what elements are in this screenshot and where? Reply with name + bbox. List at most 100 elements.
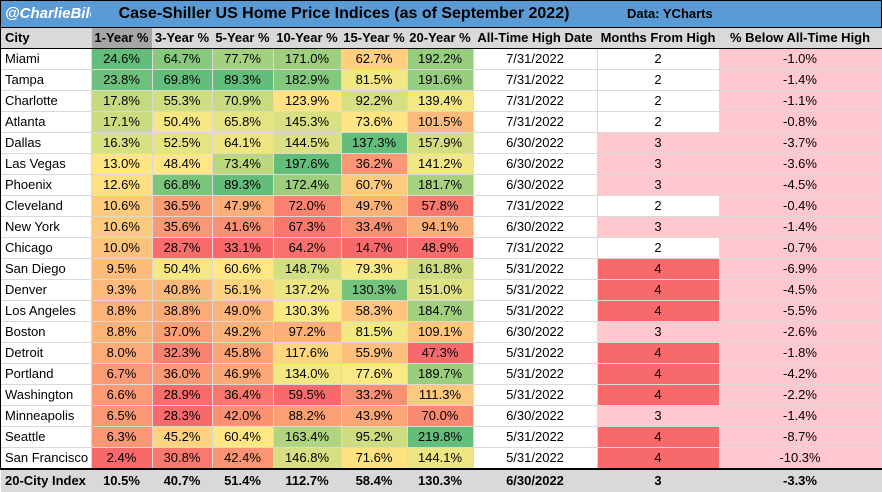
return-cell-y10: 59.5%: [273, 384, 342, 406]
table-row: Denver 9.3% 40.8% 56.1% 137.2% 130.3% 151.0% 5/…: [1, 279, 882, 301]
title-bar: @CharlieBilello Case-Shiller US Home Pri…: [1, 1, 882, 28]
return-cell-y5: 89.3%: [212, 69, 274, 91]
return-cell-y20: 184.7%: [407, 300, 474, 322]
return-cell-y1: 23.8%: [91, 69, 153, 91]
return-cell-y20: 101.5%: [407, 111, 474, 133]
below-ath-cell: -2.6%: [719, 321, 882, 343]
return-cell-y1: 10.5%: [91, 468, 153, 492]
table-row: Miami 24.6% 64.7% 77.7% 171.0% 62.7% 192.2% 7/3…: [1, 48, 882, 70]
return-cell-y1: 9.5%: [91, 258, 153, 280]
return-cell-y10: 145.3%: [273, 111, 342, 133]
column-header-y20: 20-Year %: [407, 27, 474, 49]
return-cell-y5: 42.4%: [212, 447, 274, 470]
below-ath-cell: -4.2%: [719, 363, 882, 385]
table-row: Atlanta 17.1% 50.4% 65.8% 145.3% 73.6% 101.5% 7…: [1, 111, 882, 133]
return-cell-y15: 33.4%: [341, 216, 408, 238]
return-cell-y1: 8.8%: [91, 300, 153, 322]
return-cell-y3: 28.7%: [152, 237, 213, 259]
return-cell-y1: 16.3%: [91, 132, 153, 154]
column-header-city: City: [1, 27, 92, 49]
column-header-y1: 1-Year %: [91, 27, 153, 49]
months-cell: 2: [597, 237, 720, 259]
city-cell: Tampa: [1, 69, 92, 91]
city-cell: Chicago: [1, 237, 92, 259]
return-cell-y15: 60.7%: [341, 174, 408, 196]
return-cell-y1: 17.8%: [91, 90, 153, 112]
column-header-ath: All-Time High Date: [473, 27, 598, 49]
return-cell-y15: 36.2%: [341, 153, 408, 175]
table-row: Chicago 10.0% 28.7% 33.1% 64.2% 14.7% 48.9% 7/3…: [1, 237, 882, 259]
return-cell-y5: 65.8%: [212, 111, 274, 133]
city-cell: Portland: [1, 363, 92, 385]
return-cell-y20: 181.7%: [407, 174, 474, 196]
return-cell-y1: 24.6%: [91, 48, 153, 70]
ath-date-cell: 7/31/2022: [473, 69, 598, 91]
ath-date-cell: 5/31/2022: [473, 300, 598, 322]
return-cell-y15: 58.3%: [341, 300, 408, 322]
return-cell-y5: 89.3%: [212, 174, 274, 196]
return-cell-y3: 64.7%: [152, 48, 213, 70]
return-cell-y3: 40.8%: [152, 279, 213, 301]
city-cell: Dallas: [1, 132, 92, 154]
table-row: Phoenix 12.6% 66.8% 89.3% 172.4% 60.7% 181.7% 6…: [1, 174, 882, 196]
return-cell-y5: 36.4%: [212, 384, 274, 406]
months-cell: 2: [597, 90, 720, 112]
return-cell-y1: 8.8%: [91, 321, 153, 343]
return-cell-y3: 30.8%: [152, 447, 213, 470]
months-cell: 4: [597, 279, 720, 301]
column-header-below: % Below All-Time High: [719, 27, 882, 49]
return-cell-y15: 33.2%: [341, 384, 408, 406]
return-cell-y15: 49.7%: [341, 195, 408, 217]
ath-date-cell: 7/31/2022: [473, 90, 598, 112]
below-ath-cell: -3.6%: [719, 153, 882, 175]
column-header-y5: 5-Year %: [212, 27, 274, 49]
return-cell-y5: 77.7%: [212, 48, 274, 70]
ath-date-cell: 7/31/2022: [473, 195, 598, 217]
return-cell-y3: 32.3%: [152, 342, 213, 364]
return-cell-y10: 67.3%: [273, 216, 342, 238]
return-cell-y10: 172.4%: [273, 174, 342, 196]
author-handle: @CharlieBilello: [1, 1, 91, 28]
city-cell: Denver: [1, 279, 92, 301]
ath-date-cell: 7/31/2022: [473, 111, 598, 133]
return-cell-y10: 123.9%: [273, 90, 342, 112]
return-cell-y15: 14.7%: [341, 237, 408, 259]
table-row: Minneapolis 6.5% 28.3% 42.0% 88.2% 43.9% 70.0%…: [1, 405, 882, 427]
city-cell: 20-City Index: [1, 468, 92, 492]
below-ath-cell: -3.7%: [719, 132, 882, 154]
return-cell-y10: 163.4%: [273, 426, 342, 448]
months-cell: 4: [597, 384, 720, 406]
column-header-y15: 15-Year %: [341, 27, 408, 49]
return-cell-y5: 49.0%: [212, 300, 274, 322]
months-cell: 3: [597, 216, 720, 238]
table-row: Las Vegas 13.0% 48.4% 73.4% 197.6% 36.2% 141.2…: [1, 153, 882, 175]
total-row: 20-City Index 10.5% 40.7% 51.4% 112.7% 58.4% 1…: [1, 468, 882, 492]
return-cell-y1: 10.6%: [91, 216, 153, 238]
months-cell: 2: [597, 195, 720, 217]
return-cell-y5: 49.2%: [212, 321, 274, 343]
ath-date-cell: 5/31/2022: [473, 258, 598, 280]
return-cell-y1: 6.3%: [91, 426, 153, 448]
return-cell-y20: 161.8%: [407, 258, 474, 280]
return-cell-y5: 51.4%: [212, 468, 274, 492]
return-cell-y20: 219.8%: [407, 426, 474, 448]
months-cell: 4: [597, 342, 720, 364]
table-row: Tampa 23.8% 69.8% 89.3% 182.9% 81.5% 191.6% 7/3…: [1, 69, 882, 91]
return-cell-y10: 112.7%: [273, 468, 342, 492]
below-ath-cell: -3.3%: [719, 468, 882, 492]
ath-date-cell: 6/30/2022: [473, 468, 598, 492]
city-cell: San Francisco: [1, 447, 92, 470]
ath-date-cell: 5/31/2022: [473, 447, 598, 470]
ath-date-cell: 5/31/2022: [473, 363, 598, 385]
city-cell: Miami: [1, 48, 92, 70]
months-cell: 2: [597, 111, 720, 133]
return-cell-y1: 2.4%: [91, 447, 153, 470]
return-cell-y15: 62.7%: [341, 48, 408, 70]
below-ath-cell: -8.7%: [719, 426, 882, 448]
return-cell-y15: 81.5%: [341, 69, 408, 91]
return-cell-y15: 95.2%: [341, 426, 408, 448]
ath-date-cell: 7/31/2022: [473, 237, 598, 259]
return-cell-y3: 28.3%: [152, 405, 213, 427]
months-cell: 4: [597, 300, 720, 322]
